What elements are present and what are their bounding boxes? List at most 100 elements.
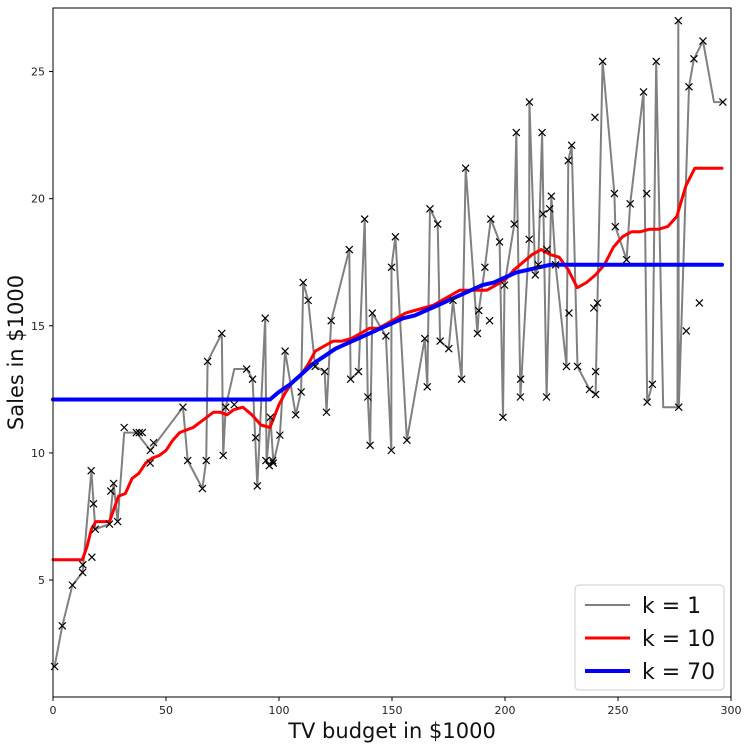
data-point-marker xyxy=(230,400,239,409)
data-point-marker xyxy=(516,375,525,384)
data-point-marker xyxy=(120,423,129,432)
data-point-marker xyxy=(547,192,556,201)
data-point-marker xyxy=(68,581,77,590)
data-point-marker xyxy=(109,479,118,488)
data-point-marker xyxy=(149,438,158,447)
data-point-marker xyxy=(146,459,155,468)
data-point-marker xyxy=(268,456,277,465)
data-point-marker xyxy=(591,367,600,376)
data-point-marker xyxy=(674,403,683,412)
data-point-marker xyxy=(695,298,704,307)
data-point-marker xyxy=(610,189,619,198)
data-point-marker xyxy=(269,459,278,468)
data-point-marker xyxy=(639,87,648,96)
data-point-marker xyxy=(221,403,230,412)
data-point-marker xyxy=(363,393,372,401)
data-point-marker xyxy=(542,393,551,401)
data-point-marker xyxy=(690,54,698,63)
data-point-marker xyxy=(542,245,551,254)
data-point-marker xyxy=(261,456,270,465)
data-point-marker xyxy=(622,255,631,264)
y-tick-label: 15 xyxy=(31,320,45,333)
data-point-marker xyxy=(266,413,275,422)
data-point-marker xyxy=(485,316,494,325)
data-point-marker xyxy=(499,413,507,422)
data-point-marker xyxy=(685,82,693,91)
legend: k = 1 k = 10 k = 70 xyxy=(574,584,725,691)
data-point-marker xyxy=(591,113,599,122)
data-point-marker xyxy=(426,204,434,213)
data-point-marker xyxy=(311,362,320,371)
data-point-marker xyxy=(436,337,445,345)
series-line-k-70 xyxy=(51,262,724,402)
data-point-marker xyxy=(281,347,290,356)
data-point-marker xyxy=(297,387,306,396)
data-point-marker xyxy=(253,482,262,490)
data-point-marker xyxy=(113,517,122,526)
data-points xyxy=(50,16,727,671)
data-point-marker xyxy=(449,296,457,305)
x-tick-label: 50 xyxy=(159,704,173,717)
data-point-marker xyxy=(345,245,354,254)
data-point-marker xyxy=(510,220,519,229)
x-tick-label: 250 xyxy=(608,704,629,717)
data-point-marker xyxy=(346,375,355,384)
data-point-marker xyxy=(512,128,521,137)
data-point-marker xyxy=(642,189,651,198)
data-point-marker xyxy=(474,306,483,315)
data-point-marker xyxy=(146,446,155,455)
x-axis-label: TV budget in $1000 xyxy=(287,719,496,743)
data-point-marker xyxy=(682,326,691,335)
data-point-marker xyxy=(593,298,602,307)
data-point-marker xyxy=(461,164,470,173)
data-point-marker xyxy=(387,263,396,272)
data-point-marker xyxy=(444,344,453,353)
data-point-marker xyxy=(718,98,727,106)
data-point-marker xyxy=(291,410,300,419)
y-tick-label: 10 xyxy=(31,447,45,460)
data-point-marker xyxy=(183,456,192,465)
y-tick-label: 25 xyxy=(31,66,45,79)
data-point-marker xyxy=(242,365,251,373)
legend-label: k = 1 xyxy=(642,594,701,619)
x-tick-label: 200 xyxy=(495,704,516,717)
plot-frame xyxy=(52,7,732,698)
data-point-marker xyxy=(354,367,363,376)
data-point-marker xyxy=(539,210,547,218)
data-point-marker xyxy=(135,428,144,437)
y-tick-label: 20 xyxy=(31,193,45,206)
axis-ticks: 0 50 100 150 200 250 300 5 10 15 20 25 xyxy=(31,66,742,717)
data-point-marker xyxy=(265,461,274,470)
data-point-marker xyxy=(648,380,657,389)
data-point-marker xyxy=(202,456,211,465)
data-point-marker xyxy=(198,484,207,493)
data-point-marker xyxy=(516,393,525,401)
data-point-marker xyxy=(699,37,707,45)
data-point-marker xyxy=(473,329,482,338)
data-point-marker xyxy=(591,390,600,399)
data-point-marker xyxy=(562,362,571,371)
data-point-marker xyxy=(320,367,329,376)
data-point-marker xyxy=(611,222,620,231)
data-point-marker xyxy=(87,553,96,562)
data-point-marker xyxy=(480,263,489,272)
data-point-marker xyxy=(105,520,114,529)
data-point-marker xyxy=(534,260,543,269)
data-point-marker xyxy=(138,428,147,437)
data-point-marker xyxy=(261,314,270,323)
x-tick-label: 300 xyxy=(721,704,742,717)
data-point-marker xyxy=(585,385,594,394)
data-point-marker xyxy=(50,662,59,671)
data-point-marker xyxy=(626,199,635,208)
data-point-marker xyxy=(360,215,369,223)
data-point-marker xyxy=(219,451,228,460)
y-tick-label: 5 xyxy=(38,574,45,587)
data-point-marker xyxy=(251,433,260,442)
data-point-marker xyxy=(58,621,67,630)
data-point-marker xyxy=(78,560,87,569)
data-point-marker xyxy=(567,141,576,150)
data-point-marker xyxy=(387,446,396,455)
data-point-marker xyxy=(322,408,331,417)
data-point-marker xyxy=(531,271,540,279)
